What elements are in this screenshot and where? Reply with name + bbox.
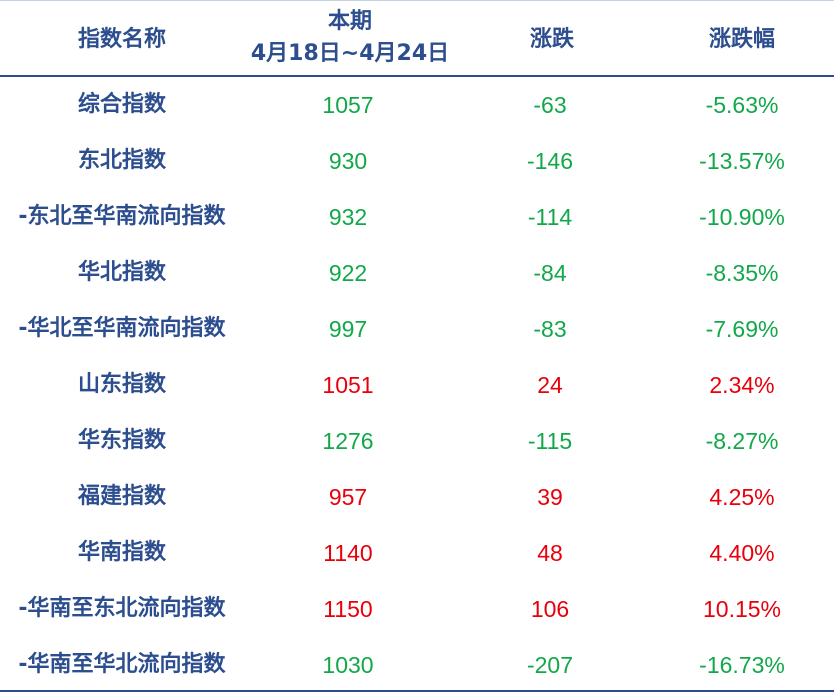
row-name: 山东指数 (77, 372, 167, 397)
row-change-pct: -7.69% (705, 316, 779, 342)
row-change-pct: -8.27% (705, 428, 779, 454)
row-value: 1150 (323, 596, 373, 622)
row-change: -84 (533, 260, 567, 286)
row-change-pct: -10.90% (699, 204, 785, 230)
row-name: 福建指数 (77, 484, 167, 509)
row-change: -63 (533, 92, 567, 118)
row-name: 华北指数 (77, 260, 167, 285)
row-change: -207 (526, 652, 574, 678)
header-change-pct: 涨跌幅 (708, 27, 776, 52)
row-name: 综合指数 (77, 92, 167, 117)
row-name: -华南至东北流向指数 (18, 596, 226, 621)
row-name: 华东指数 (77, 428, 167, 453)
row-value: 997 (328, 316, 368, 342)
row-change: 39 (537, 484, 563, 510)
row-value: 1030 (322, 652, 374, 678)
bottom-rule (0, 690, 834, 692)
row-value: 932 (328, 204, 368, 230)
row-change-pct: -13.57% (699, 148, 785, 174)
row-value: 1057 (322, 92, 374, 118)
header-period-range: 4月18日~4月24日 (250, 41, 450, 66)
header-period: 本期 (327, 9, 373, 34)
header-change: 涨跌 (529, 27, 575, 52)
row-name: 东北指数 (77, 148, 167, 173)
row-value: 1140 (323, 540, 373, 566)
row-value: 930 (328, 148, 368, 174)
header-rule (0, 75, 834, 77)
row-change-pct: 2.34% (709, 372, 775, 398)
top-rule (0, 0, 834, 1)
row-change: -146 (526, 148, 574, 174)
row-name: -华南至华北流向指数 (18, 652, 226, 677)
row-value: 922 (328, 260, 368, 286)
row-change: 48 (537, 540, 563, 566)
row-change-pct: -5.63% (705, 92, 779, 118)
row-change: 24 (537, 372, 563, 398)
row-change-pct: 4.40% (709, 540, 775, 566)
row-value: 1051 (322, 372, 374, 398)
row-value: 957 (328, 484, 368, 510)
row-change-pct: 4.25% (709, 484, 775, 510)
row-change-pct: 10.15% (702, 596, 782, 622)
row-value: 1276 (322, 428, 374, 454)
row-change: -114 (527, 204, 573, 230)
row-change: -115 (527, 428, 573, 454)
row-name: 华南指数 (77, 540, 167, 565)
row-name: -华北至华南流向指数 (18, 316, 226, 341)
row-change: -83 (533, 316, 567, 342)
row-name: -东北至华南流向指数 (18, 204, 226, 229)
row-change-pct: -8.35% (705, 260, 779, 286)
row-change-pct: -16.73% (699, 652, 785, 678)
header-name: 指数名称 (77, 27, 167, 52)
row-change: 106 (530, 596, 570, 622)
